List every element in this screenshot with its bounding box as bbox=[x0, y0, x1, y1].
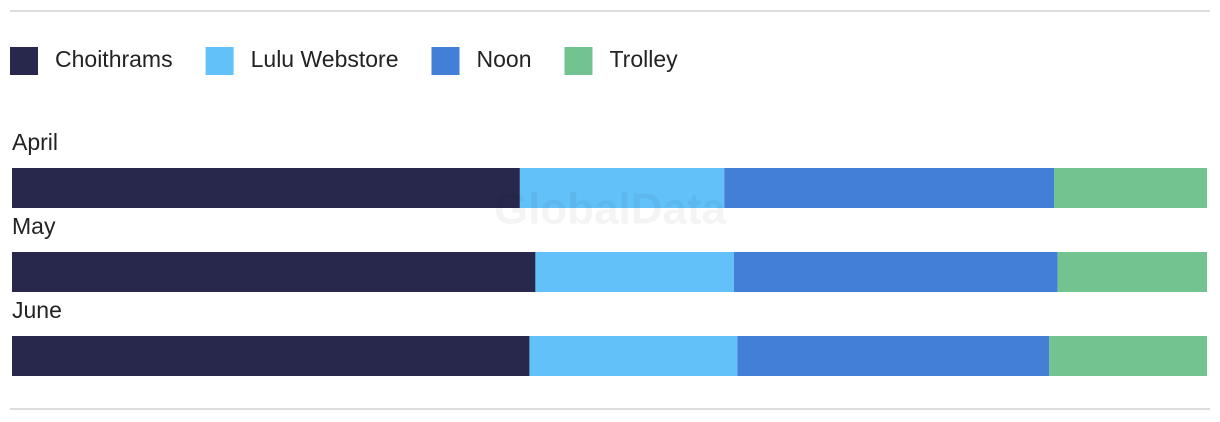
legend-swatch bbox=[431, 47, 460, 75]
bar-segment bbox=[12, 168, 520, 208]
bar-segment bbox=[737, 336, 1050, 376]
bar-segment bbox=[1049, 336, 1207, 376]
category-label: May bbox=[12, 213, 56, 239]
bar-segment bbox=[1057, 252, 1207, 292]
legend-label: Noon bbox=[477, 46, 532, 72]
bar-segment bbox=[529, 336, 738, 376]
bar-segment bbox=[733, 252, 1058, 292]
bar-segment bbox=[519, 168, 725, 208]
category-label: June bbox=[12, 297, 62, 323]
legend-label: Lulu Webstore bbox=[251, 46, 399, 72]
bar-segment bbox=[1054, 168, 1207, 208]
category-label: April bbox=[12, 129, 58, 155]
legend-swatch bbox=[205, 47, 234, 75]
legend-swatch bbox=[564, 47, 593, 75]
watermark: GlobalData bbox=[494, 185, 727, 234]
bar-segment bbox=[12, 336, 530, 376]
bar-segment bbox=[724, 168, 1055, 208]
bar-segment bbox=[12, 252, 536, 292]
bar-segment bbox=[535, 252, 734, 292]
legend-swatch bbox=[10, 47, 38, 75]
legend-label: Trolley bbox=[609, 46, 678, 72]
legend-label: Choithrams bbox=[55, 46, 173, 72]
